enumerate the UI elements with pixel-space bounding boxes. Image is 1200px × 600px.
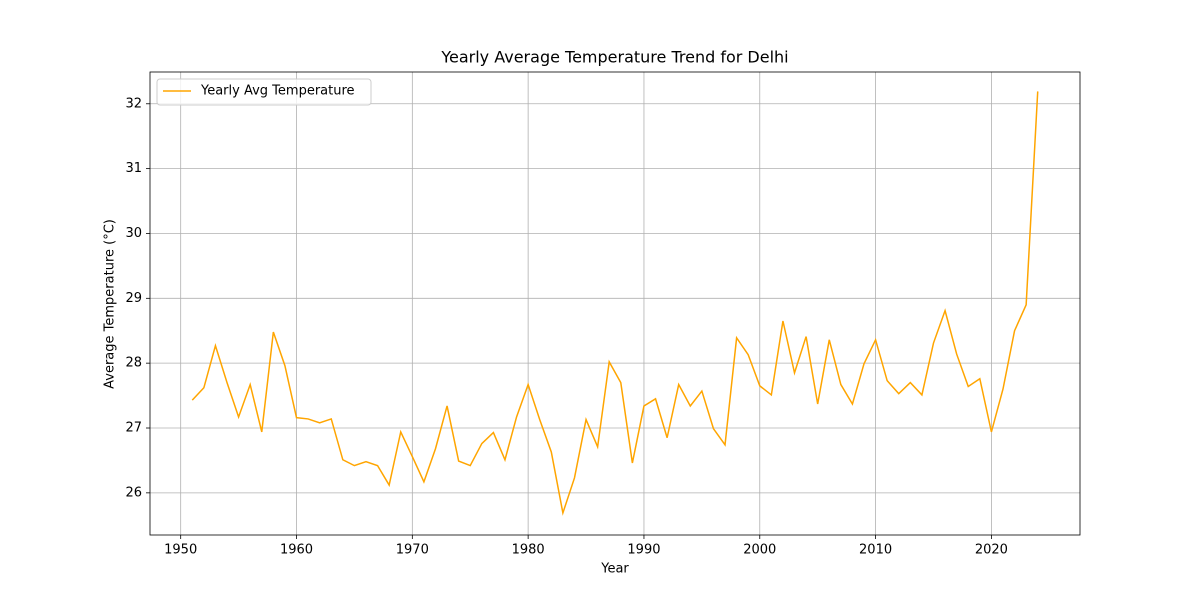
- legend-label: Yearly Avg Temperature: [200, 84, 355, 99]
- y-tick-label: 30: [125, 226, 142, 241]
- x-tick-label: 1990: [627, 543, 660, 558]
- x-tick-label: 2020: [975, 543, 1008, 558]
- legend: Yearly Avg Temperature: [156, 78, 372, 106]
- y-tick-label: 32: [125, 96, 142, 111]
- x-axis-label: Year: [600, 562, 629, 577]
- x-tick-label: 2000: [743, 543, 776, 558]
- x-tick-label: 2010: [859, 543, 892, 558]
- x-tick-label: 1980: [512, 543, 545, 558]
- y-tick-label: 26: [125, 485, 142, 500]
- x-tick-label: 1960: [280, 543, 313, 558]
- x-tick-label: 1970: [396, 543, 429, 558]
- y-tick-label: 27: [125, 421, 142, 436]
- x-tick-label: 1950: [164, 543, 197, 558]
- y-tick-label: 31: [125, 161, 142, 176]
- chart-title: Yearly Average Temperature Trend for Del…: [440, 48, 788, 67]
- y-axis-label: Average Temperature (°C): [103, 219, 118, 389]
- plot-frame: [149, 71, 1081, 536]
- legend-box: [156, 78, 372, 106]
- line: [191, 91, 1039, 516]
- y-tick-label: 29: [125, 291, 142, 306]
- y-tick-label: 28: [125, 356, 142, 371]
